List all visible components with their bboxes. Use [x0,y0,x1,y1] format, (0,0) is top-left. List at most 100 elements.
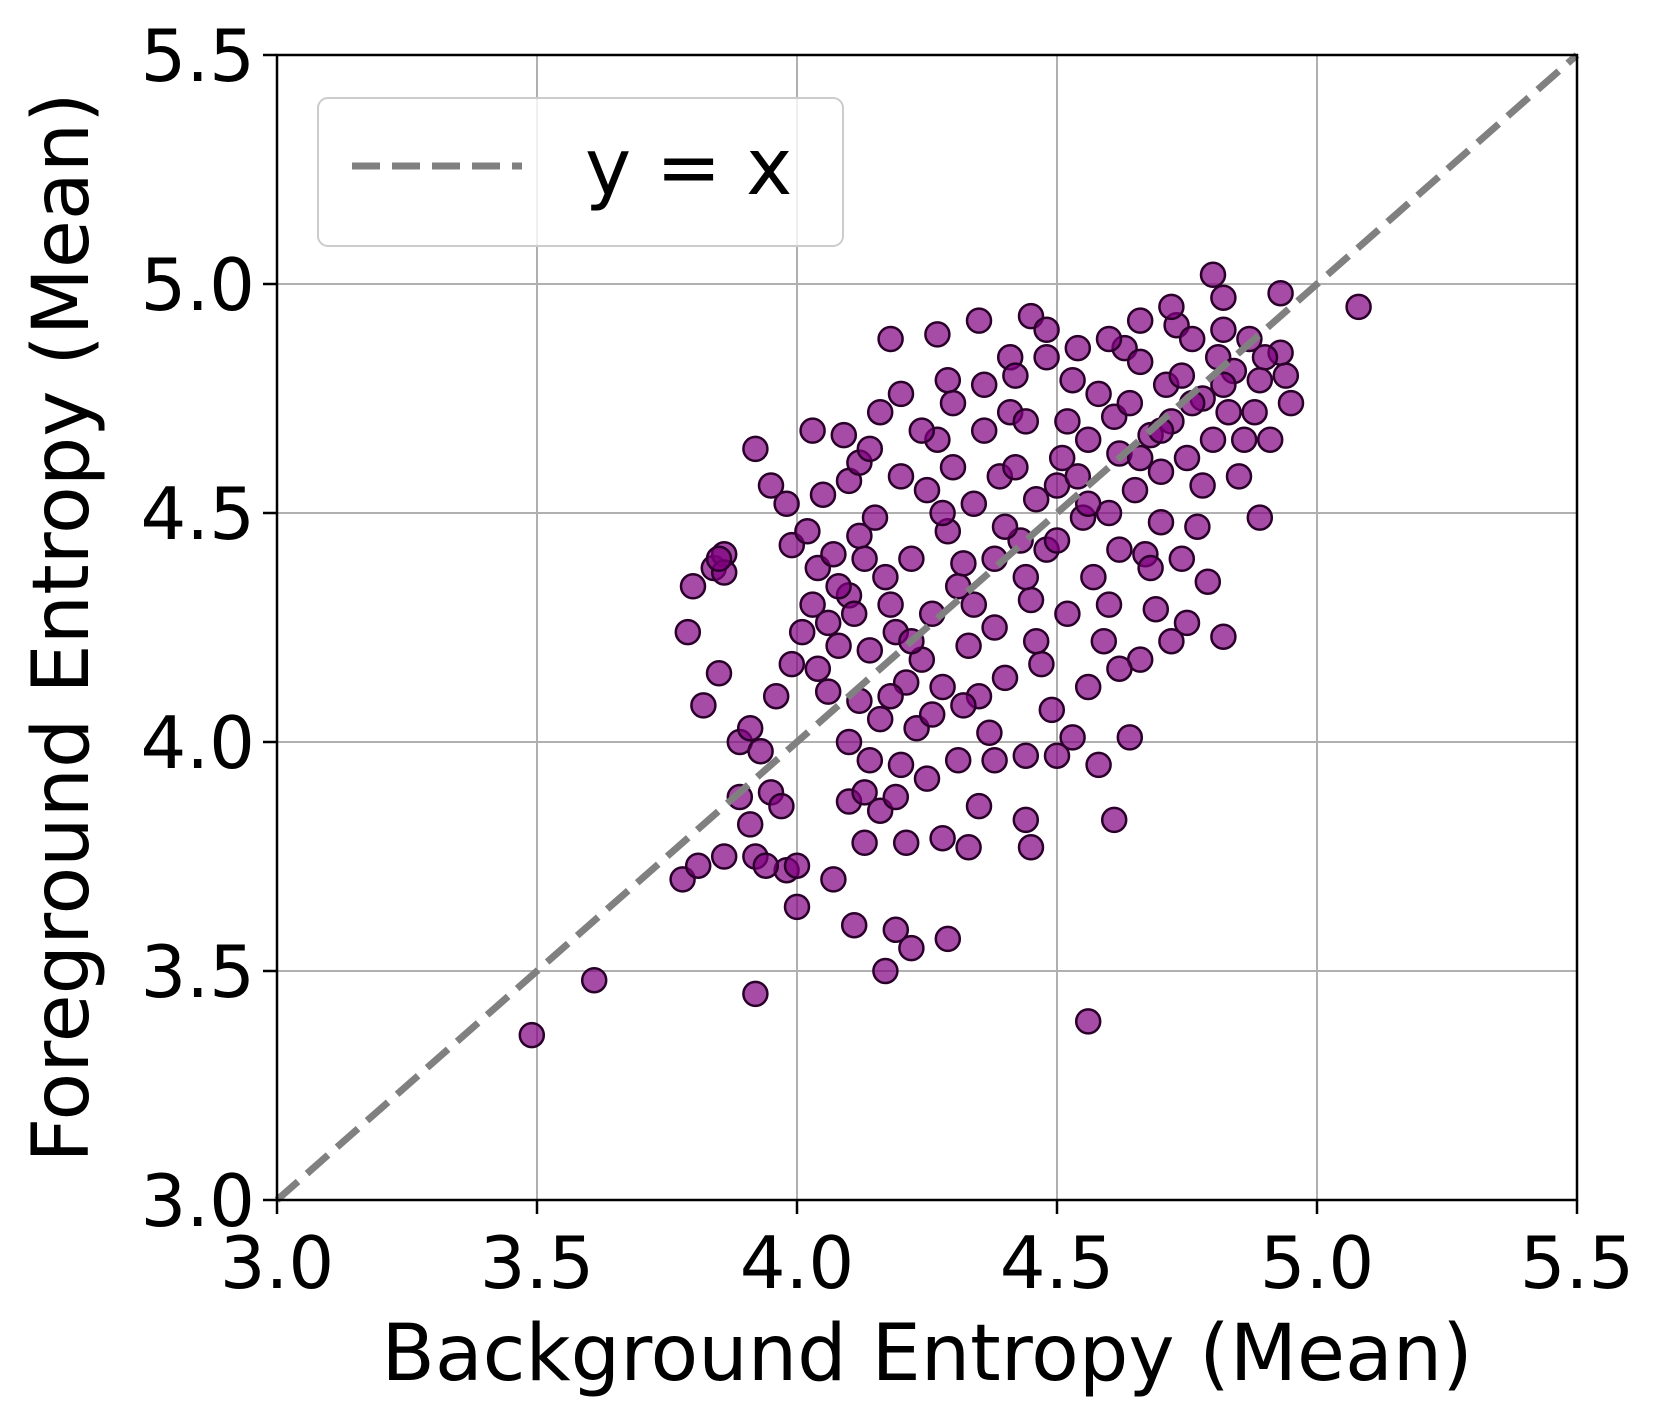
scatter-point [991,664,1019,692]
scatter-point [1194,568,1222,595]
y-tick-label: 4.5 [140,472,255,556]
scatter-point [1085,380,1112,408]
scatter-point [840,911,868,939]
scatter-point [1251,344,1279,371]
scatter-point [877,591,904,618]
y-tick-label: 4.0 [140,701,255,785]
scatter-point [908,417,936,444]
scatter-point [684,852,712,879]
scatter-point [757,472,785,499]
scatter-point [944,747,972,774]
scatter-point [1043,742,1071,769]
scatter-point [861,504,889,531]
scatter-point [1272,362,1300,389]
scatter-point [794,518,821,545]
scatter-point [783,893,811,921]
scatter-point [762,682,790,710]
scatter-point [1100,806,1128,834]
scatter-point [1074,1008,1102,1035]
scatter-point [1012,563,1040,591]
scatter-point [820,540,847,568]
reference-line-y-equals-x [274,52,1580,1203]
scatter-point [814,609,842,637]
x-tick-label: 3.5 [480,1221,595,1305]
scatter-point [939,453,967,481]
scatter-point [965,307,993,334]
scatter-point [856,747,884,774]
scatter-point [1043,527,1071,554]
scatter-point [929,673,956,701]
scatter-point [1074,426,1102,453]
scatter-point [981,614,1008,641]
scatter-point [825,632,852,660]
scatter-point [1246,366,1274,394]
scatter-point [1210,371,1237,399]
scatter-point [518,1021,546,1049]
scatter-point [877,682,904,710]
scatter-point [872,957,899,985]
scatter-point [856,435,884,463]
scatter-point [1116,724,1144,751]
scatter-point [690,692,717,719]
scatter-point [929,824,956,852]
plot-frame [275,53,1579,1202]
scatter-point [736,715,764,742]
scatter-point [1267,279,1294,307]
scatter-point [991,513,1019,540]
scatter-point [1017,834,1045,861]
scatter-point [752,852,780,879]
x-axis-label: Background Entropy (Mean) [381,1309,1472,1399]
scatter-point [1142,595,1170,623]
scatter-point [1054,408,1081,435]
scatter-point [898,934,925,962]
scatter-point [1147,458,1175,486]
x-tick-label: 4.5 [1000,1221,1115,1305]
scatter-point [830,421,858,449]
scatter-point [799,591,826,618]
scatter-point [1126,307,1154,334]
scatter-point [820,866,847,893]
scatter-point [1173,609,1201,637]
legend: y = x [317,97,844,247]
scatter-point [1064,334,1092,362]
scatter-point [1158,627,1185,655]
scatter-point [705,545,733,573]
scatter-point [939,389,967,417]
scatter-point [773,490,800,518]
scatter-point [851,829,878,857]
scatter-point [768,792,795,820]
scatter-point [934,925,962,953]
scatter-point [710,843,738,870]
y-axis-label: Foreground Entropy (Mean) [17,92,107,1162]
scatter-point [950,692,977,719]
scatter-points [518,261,1372,1049]
scatter-point [1121,476,1149,504]
scatter-point [1022,486,1050,513]
scatter-point [742,435,769,463]
scatter-point [1095,591,1123,618]
scatter-point [788,618,816,646]
scatter-point [1241,398,1268,426]
scatter-point [809,481,837,508]
scatter-point [1168,545,1196,573]
scatter-point [1033,316,1060,344]
scatter-point [851,545,878,573]
scatter-point [1090,627,1118,655]
scatter-point [814,678,842,705]
scatter-point [1106,655,1133,682]
scatter-point [1199,426,1227,453]
x-tick-label: 3.0 [220,1221,335,1305]
scatter-point [1137,554,1164,582]
x-tick-label: 5.5 [1520,1221,1635,1305]
scatter-point [1048,444,1076,472]
scatter-point [1059,366,1086,394]
scatter-point [840,600,868,628]
scatter-point [913,476,941,504]
scatter-point [965,792,993,820]
scatter-point [778,650,806,678]
scatter-point [1017,586,1045,614]
scatter-point [674,618,702,646]
scatter-point [1168,362,1196,389]
y-tick-label: 3.5 [140,930,255,1014]
